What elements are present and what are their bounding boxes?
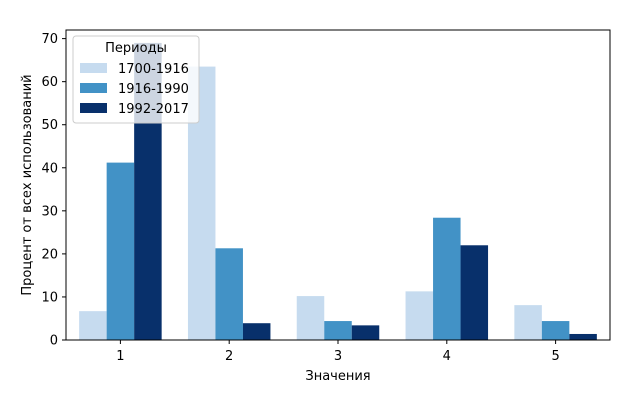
bar-3-1916-1990 (324, 321, 352, 340)
y-tick-label: 40 (41, 161, 58, 176)
bar-4-1916-1990 (433, 217, 461, 340)
x-tick-label: 5 (551, 349, 559, 364)
bar-5-1916-1990 (541, 321, 570, 340)
bar-5-1700-1916 (514, 305, 542, 340)
legend-entry-1916-1990: 1916-1990 (118, 82, 189, 97)
bar-5-1992-2017 (569, 333, 597, 340)
y-tick-label: 70 (41, 32, 58, 47)
x-axis-label: Значения (305, 369, 370, 384)
bar-3-1700-1916 (296, 296, 325, 340)
x-tick-label: 2 (225, 349, 233, 364)
bar-4-1992-2017 (460, 245, 489, 340)
x-tick-label: 3 (334, 349, 342, 364)
y-axis-label: Процент от всех использований (20, 74, 35, 295)
y-tick-label: 20 (41, 247, 58, 262)
bar-1-1916-1990 (106, 162, 135, 340)
x-tick-label: 4 (443, 349, 451, 364)
legend-swatch-1992-2017 (80, 103, 107, 113)
bar-4-1700-1916 (405, 291, 434, 340)
legend: Периоды 1700-1916 1916-1990 1992-2017 (72, 35, 200, 124)
legend-entry-1992-2017: 1992-2017 (118, 102, 189, 117)
bar-2-1916-1990 (215, 248, 243, 340)
y-tick-label: 0 (50, 334, 58, 349)
bar-2-1992-2017 (242, 323, 271, 340)
bar-1-1700-1916 (79, 311, 107, 340)
legend-swatch-1916-1990 (80, 83, 107, 93)
x-tick-label: 1 (116, 349, 124, 364)
bar-3-1992-2017 (351, 325, 380, 340)
legend-swatch-1700-1916 (80, 63, 107, 73)
y-tick-label: 60 (41, 75, 58, 90)
legend-entry-1700-1916: 1700-1916 (118, 62, 189, 77)
axes-group: 0 10 20 30 40 50 60 70 1 2 3 4 5 (41, 29, 611, 364)
legend-box (72, 35, 200, 124)
y-tick-label: 10 (41, 290, 58, 305)
y-tick-label: 30 (41, 204, 58, 219)
y-tick-label: 50 (41, 118, 58, 133)
legend-title: Периоды (105, 41, 167, 56)
